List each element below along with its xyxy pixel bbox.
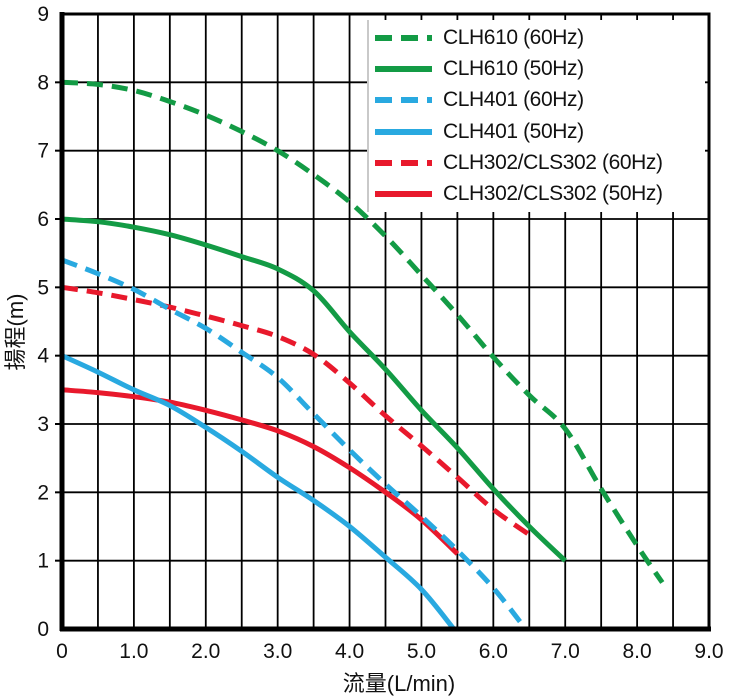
legend-swatch-dashed-red: [375, 159, 432, 166]
x-tick-label: 1.0: [119, 640, 148, 663]
legend-swatch-dashed-green: [375, 35, 432, 41]
x-axis-title: 流量(L/min): [342, 671, 456, 696]
y-tick-label: 8: [37, 71, 49, 94]
curve-clh401-60hz-: [61, 257, 528, 631]
legend-label: CLH610 (60Hz): [443, 26, 584, 49]
y-tick-label: 5: [37, 276, 49, 299]
curve-clh401-50hz-: [60, 353, 456, 631]
legend-item: CLH302/CLS302 (50Hz): [375, 180, 705, 208]
legend-swatch-dashed-blue: [375, 97, 432, 104]
legend-label: CLH302/CLS302 (50Hz): [443, 181, 663, 205]
legend-item: CLH401 (60Hz): [375, 86, 705, 114]
y-tick-label: 7: [37, 140, 49, 163]
legend-item: CLH610 (60Hz): [375, 24, 705, 52]
x-tick-label: 4.0: [335, 640, 364, 663]
y-tick-label: 1: [37, 550, 49, 573]
y-tick-label: 3: [37, 413, 49, 436]
x-tick-label: 5.0: [407, 640, 436, 663]
curve-clh610-50hz-: [61, 216, 567, 563]
y-tick-label: 6: [37, 208, 49, 231]
legend-item: CLH401 (50Hz): [375, 118, 705, 146]
y-tick-label: 4: [37, 345, 49, 368]
y-tick-label: 9: [37, 3, 49, 26]
legend-item: CLH610 (50Hz): [375, 55, 705, 83]
legend-swatch-solid-blue: [375, 128, 432, 135]
legend-label: CLH401 (50Hz): [443, 119, 584, 143]
x-tick-label: 9.0: [694, 640, 723, 663]
curve-clh302-cls302-60hz-: [61, 284, 531, 537]
y-axis-title: 揚程(m): [3, 293, 28, 371]
tick-labels: 0 1 2 3 4 5 6 7 8 9 0 1.0 2.0 3.0 4.0 5.0 6.0 7.0 8.0 9.0: [37, 3, 723, 663]
x-tick-label: 3.0: [263, 640, 292, 663]
y-tick-label: 2: [37, 481, 49, 504]
curve-clh610-60hz-: [61, 79, 665, 584]
legend-swatch-solid-green: [375, 66, 432, 73]
plot-frame: [55, 12, 711, 632]
y-tick-label: 0: [37, 618, 49, 641]
curve-clh302-cls302-50hz-: [61, 387, 460, 556]
legend-label: CLH401 (60Hz): [443, 88, 584, 112]
legend-item: CLH302/CLS302 (60Hz): [375, 149, 705, 177]
legend-swatch-solid-red: [375, 190, 432, 197]
chart-legend: CLH610 (60Hz) CLH610 (50Hz) CLH401 (60Hz…: [367, 20, 705, 212]
x-tick-label: 6.0: [479, 640, 508, 663]
x-tick-label: 8.0: [623, 640, 652, 663]
x-tick-label: 0: [56, 640, 68, 663]
x-tick-label: 2.0: [191, 640, 220, 663]
legend-label: CLH610 (50Hz): [443, 57, 584, 81]
curves: [60, 79, 665, 631]
x-tick-label: 7.0: [551, 640, 580, 663]
legend-label: CLH302/CLS302 (60Hz): [443, 150, 663, 174]
